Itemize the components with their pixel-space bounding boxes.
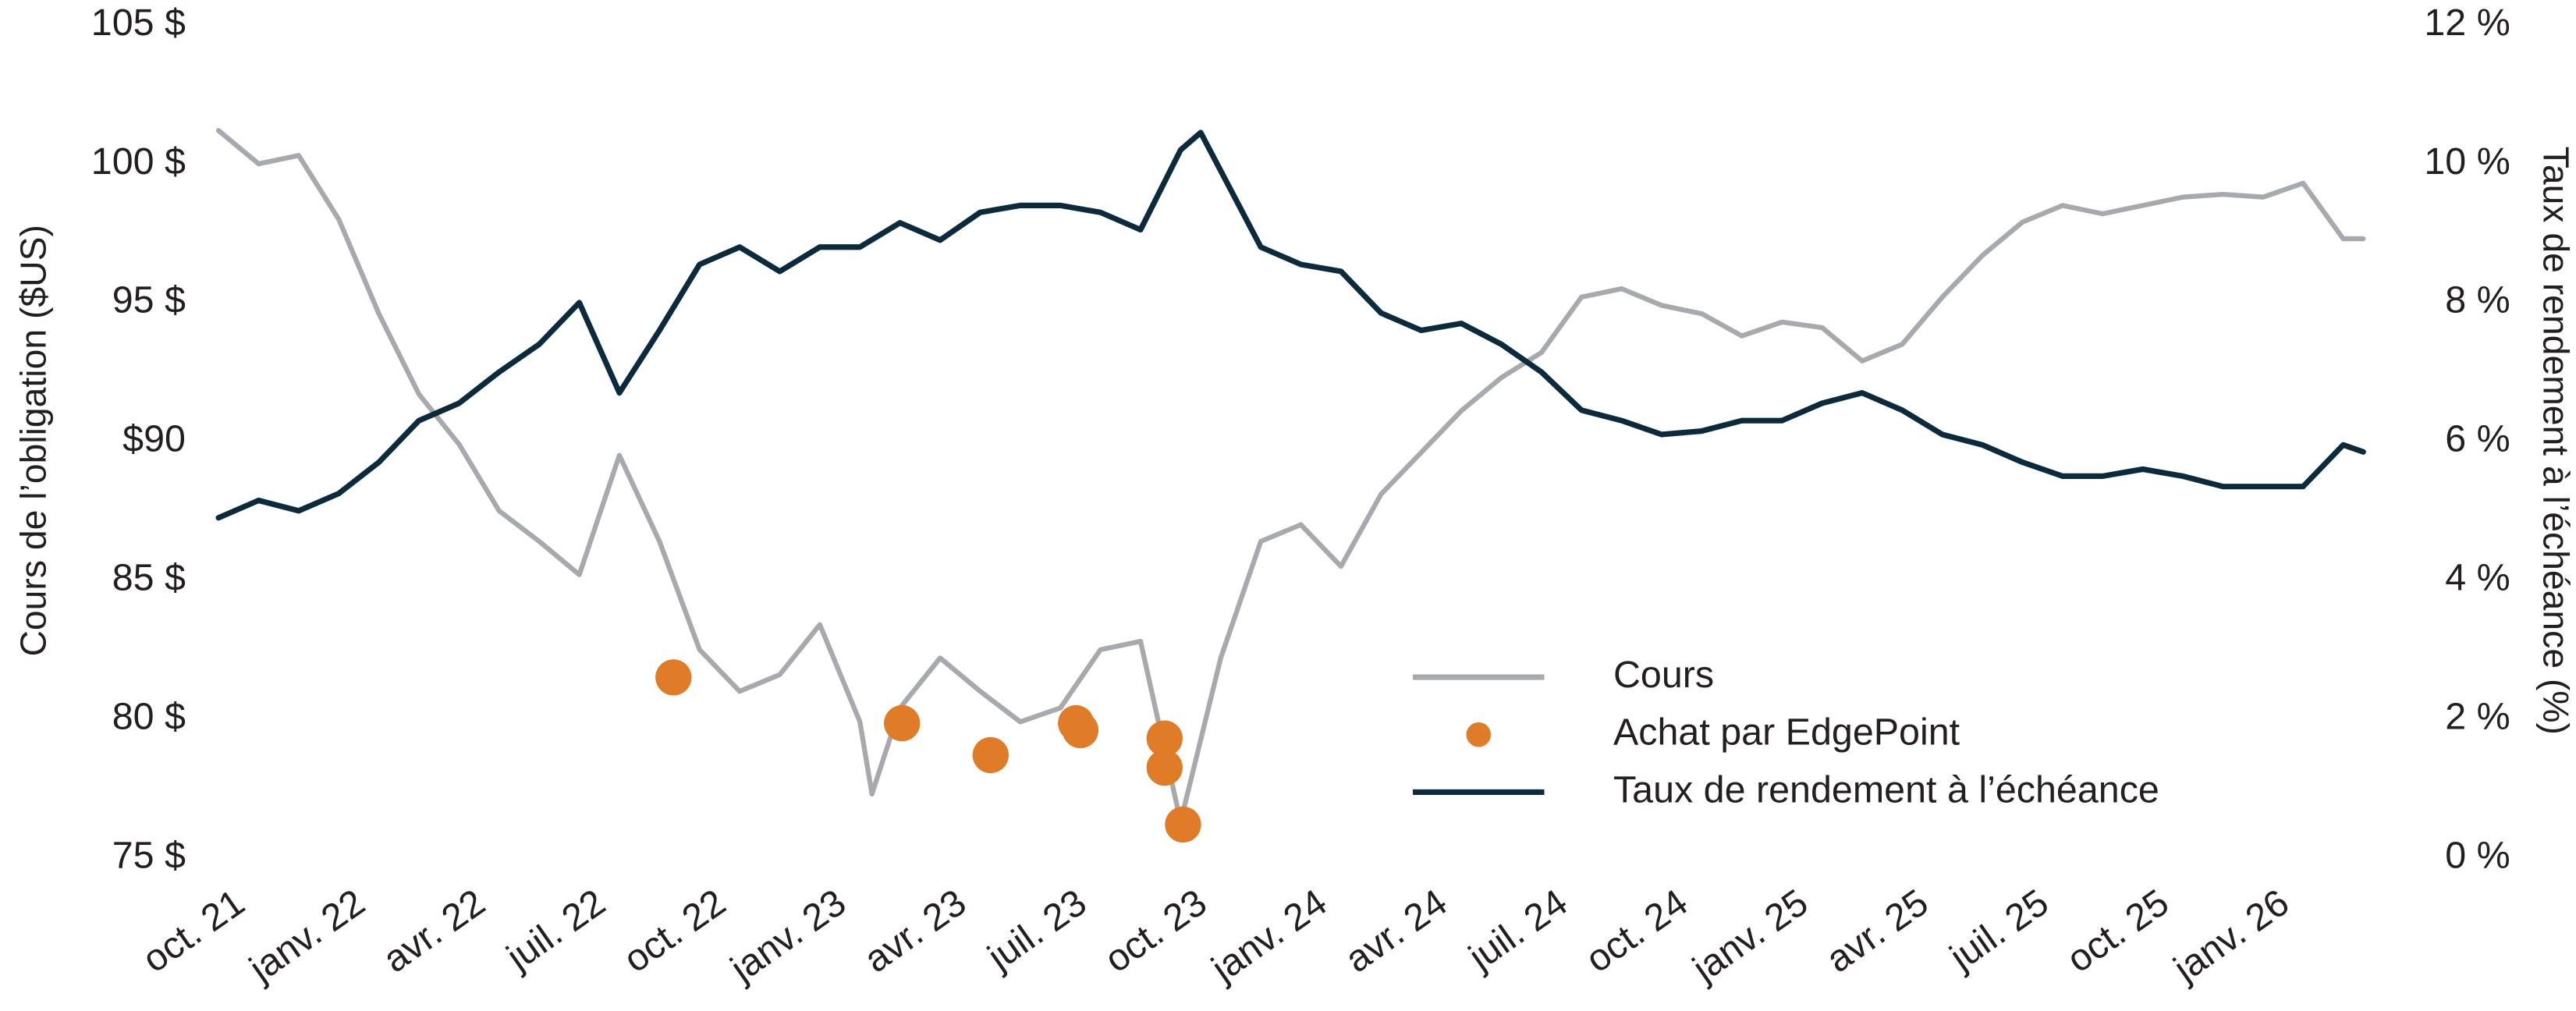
y2-tick-label: 0 % <box>2445 835 2510 877</box>
purchase-point <box>1146 720 1183 757</box>
y2-tick-label: 12 % <box>2424 2 2510 44</box>
y-tick-label: 95 $ <box>112 279 186 321</box>
x-tick-label: juil. 24 <box>1460 882 1575 980</box>
y2-axis-title: Taux de rendement à l’échéance (%) <box>2535 147 2576 735</box>
x-tick-label: janv. 22 <box>241 882 373 991</box>
purchase-point <box>1165 806 1201 843</box>
y2-tick-label: 6 % <box>2445 418 2510 460</box>
purchase-point <box>972 736 1009 774</box>
x-tick-label: oct. 21 <box>135 882 252 981</box>
x-tick-label: oct. 22 <box>616 882 733 981</box>
y2-tick-label: 8 % <box>2445 279 2510 321</box>
purchase-point <box>1062 711 1099 749</box>
y-tick-label: 80 $ <box>112 696 186 738</box>
y2-tick-label: 4 % <box>2445 557 2510 599</box>
x-tick-label: oct. 25 <box>2060 882 2177 981</box>
x-tick-label: oct. 24 <box>1578 882 1695 981</box>
legend-label: Achat par EdgePoint <box>1613 711 1960 754</box>
y-tick-label: 100 $ <box>91 140 186 183</box>
series-line <box>215 129 2366 521</box>
purchase-point <box>655 659 692 696</box>
x-tick-label: avr. 23 <box>857 882 974 981</box>
x-tick-label: juil. 25 <box>1941 882 2056 980</box>
y-axis-title: Cours de l’obligation ($US) <box>13 225 54 656</box>
x-tick-label: janv. 23 <box>722 882 853 991</box>
legend-label: Cours <box>1613 654 1714 696</box>
purchase-point <box>884 704 921 742</box>
purchase-point <box>1146 749 1183 786</box>
y-tick-label: 105 $ <box>91 2 186 44</box>
series-line <box>215 128 2366 825</box>
x-tick-label: avr. 25 <box>1818 882 1936 981</box>
x-tick-label: janv. 26 <box>2165 882 2297 991</box>
x-tick-label: oct. 23 <box>1097 882 1214 981</box>
x-tick-label: avr. 24 <box>1338 882 1455 981</box>
x-tick-label: avr. 22 <box>375 882 492 981</box>
x-tick-label: juil. 23 <box>979 882 1094 980</box>
x-tick-label: janv. 24 <box>1203 882 1335 991</box>
y-tick-label: $90 <box>122 418 186 460</box>
y2-tick-label: 2 % <box>2445 696 2510 738</box>
y-tick-label: 75 $ <box>112 835 186 877</box>
legend-marker <box>1466 722 1492 747</box>
y2-tick-label: 10 % <box>2424 140 2510 183</box>
x-tick-label: juil. 22 <box>498 882 612 980</box>
x-tick-label: janv. 25 <box>1684 882 1816 991</box>
legend-label: Taux de rendement à l’échéance <box>1613 768 2159 811</box>
y-tick-label: 85 $ <box>112 557 186 599</box>
